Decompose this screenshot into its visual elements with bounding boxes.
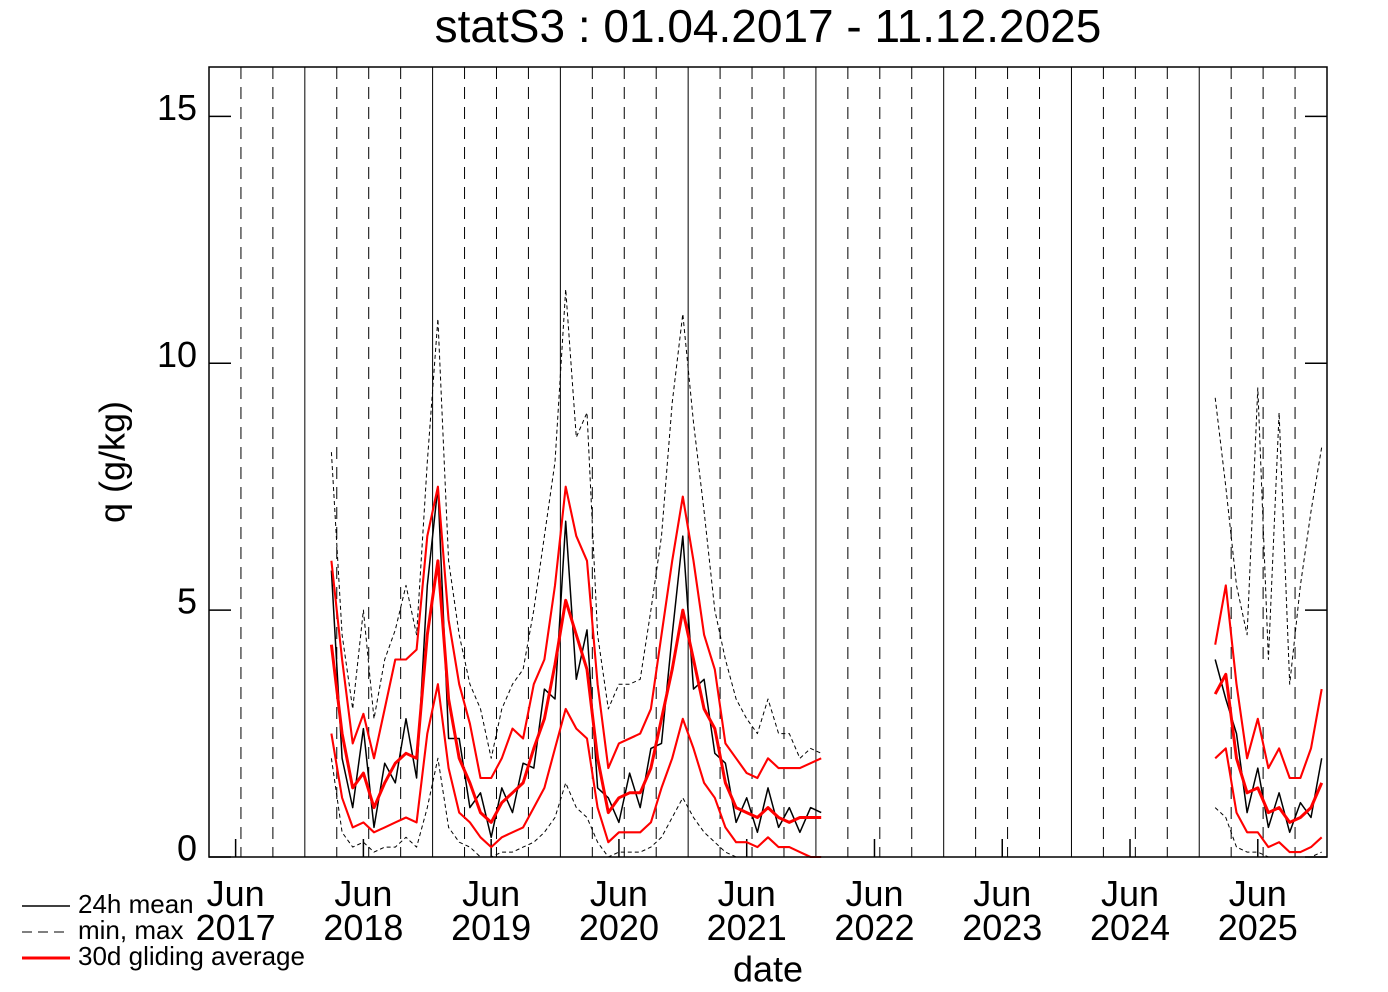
- x-tick-label: Jun 2019: [451, 873, 532, 948]
- x-tick-label: Jun 2020: [578, 873, 659, 948]
- series-line: [330, 485, 1323, 780]
- chart-title: statS3 : 01.04.2017 - 11.12.2025: [435, 0, 1102, 52]
- x-tick-label: Jun 2017: [195, 873, 276, 948]
- x-tick-label: Jun 2022: [834, 873, 915, 948]
- series-line: [330, 485, 1323, 839]
- y-tick-label: 0: [177, 828, 197, 869]
- x-tick-label: Jun 2018: [323, 873, 404, 948]
- series-line: [330, 683, 1323, 859]
- x-tick-label: Jun 2025: [1217, 873, 1298, 948]
- y-tick-label: 15: [157, 87, 197, 128]
- series-line: [330, 288, 1323, 759]
- x-tick-label: Jun 2021: [706, 873, 787, 948]
- legend-label: 30d gliding average: [78, 941, 305, 971]
- y-tick-label: 10: [157, 334, 197, 375]
- series-line: [329, 559, 1324, 824]
- legend-label: min, max: [78, 915, 183, 945]
- y-tick-label: 5: [177, 581, 197, 622]
- plot-frame: [208, 66, 1328, 858]
- x-tick-label: Jun 2024: [1089, 873, 1171, 948]
- y-axis-label: q (g/kg): [92, 401, 133, 523]
- x-axis-label: date: [733, 949, 803, 990]
- x-tick-label: Jun 2023: [962, 873, 1043, 948]
- legend-label: 24h mean: [78, 889, 194, 919]
